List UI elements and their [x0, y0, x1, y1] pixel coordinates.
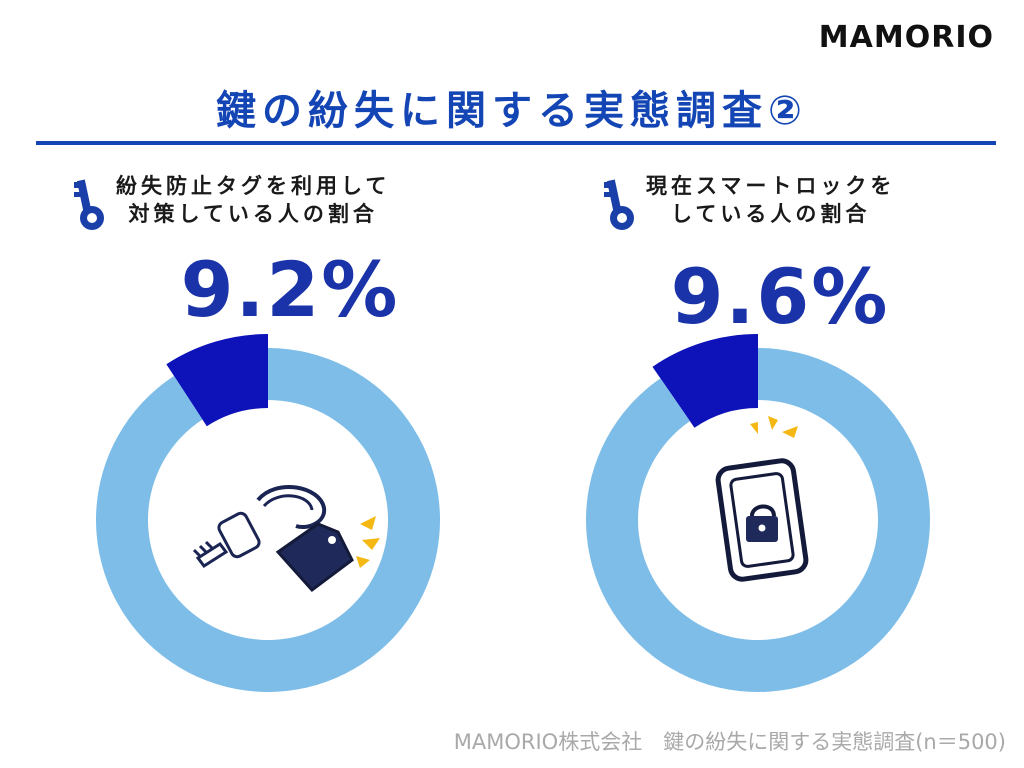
- donut-chart: [586, 334, 930, 692]
- panel-label: 現在スマートロックを している人の割合: [560, 172, 1020, 242]
- label-line-1: 現在スマートロックを: [646, 174, 896, 198]
- key-with-tag-icon: [192, 484, 380, 593]
- page-title: 鍵の紛失に関する実態調査②: [216, 88, 808, 134]
- label-line-1: 紛失防止タグを利用して: [116, 174, 391, 198]
- percentage-value: 9.2%: [180, 245, 400, 334]
- brand-logo: MAMORIO: [818, 20, 994, 55]
- donut-slice-remainder: [96, 348, 440, 692]
- panel-tag-usage: 紛失防止タグを利用して 対策している人の割合 9.2%: [50, 160, 530, 700]
- label-line-2: している人の割合: [671, 202, 871, 226]
- label-line-2: 対策している人の割合: [128, 202, 378, 226]
- donut-slice-highlight: [166, 334, 268, 427]
- panel-smartlock-usage: 現在スマートロックを している人の割合 9.6%: [540, 160, 1020, 700]
- donut-chart: [96, 334, 440, 692]
- donut-slice-remainder: [586, 348, 930, 692]
- smartphone-lock-icon: [715, 416, 809, 582]
- key-icon: [74, 179, 104, 230]
- percentage-value: 9.6%: [670, 252, 890, 341]
- panel-label: 紛失防止タグを利用して 対策している人の割合: [70, 172, 530, 242]
- source-caption: MAMORIO株式会社 鍵の紛失に関する実態調査(n＝500): [453, 730, 1006, 754]
- key-icon: [604, 179, 634, 230]
- title-divider: [36, 141, 996, 145]
- donut-slice-highlight: [652, 334, 758, 428]
